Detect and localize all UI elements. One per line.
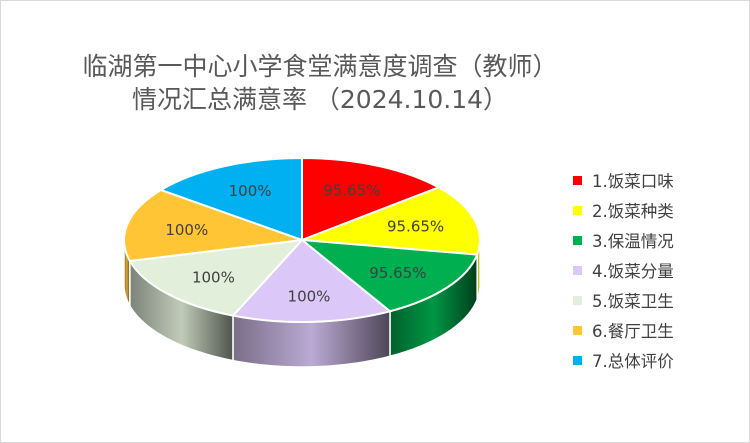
legend-label-2: 2.饭菜种类 (592, 202, 674, 221)
legend-swatch-5 (573, 295, 582, 305)
legend-item-3: 3.保温情况 (573, 225, 674, 255)
legend-item-6: 6.餐厅卫生 (573, 315, 674, 345)
legend-item-4: 4.饭菜分量 (573, 255, 674, 285)
legend-swatch-2 (573, 205, 582, 215)
pie-slice-5 (128, 238, 305, 317)
chart-legend: 1.饭菜口味 2.饭菜种类 3.保温情况 4.饭菜分量 5.饭菜卫生 6.餐厅卫生 7.总体… (573, 165, 674, 375)
legend-label-4: 4.饭菜分量 (592, 262, 674, 281)
data-label-3: 95.65% (369, 264, 426, 282)
pie-slice-4 (231, 238, 393, 323)
data-label-1: 95.65% (323, 182, 380, 200)
legend-swatch-3 (573, 235, 582, 245)
legend-label-6: 6.餐厅卫生 (592, 322, 674, 341)
legend-label-7: 7.总体评价 (592, 352, 674, 371)
chart-title-line1: 临湖第一中心小学食堂满意度调查（教师） (82, 52, 558, 81)
legend-swatch-4 (573, 265, 582, 275)
legend-item-7: 7.总体评价 (573, 345, 674, 375)
pie-slice-7 (158, 156, 303, 242)
data-label-2: 95.65% (387, 218, 444, 236)
legend-item-5: 5.饭菜卫生 (573, 285, 674, 315)
legend-item-2: 2.饭菜种类 (573, 195, 674, 225)
pie-slice-6 (123, 188, 303, 263)
data-label-5: 100% (192, 269, 235, 287)
pie-slice-3 (298, 238, 479, 313)
data-label-7: 100% (229, 182, 272, 200)
legend-item-1: 1.饭菜口味 (573, 165, 674, 195)
legend-label-1: 1.饭菜口味 (592, 172, 674, 191)
chart-title-line2: 情况汇总满意率 （2024.10.14） (131, 85, 509, 114)
pie-slice-2 (301, 186, 481, 256)
legend-swatch-1 (573, 175, 582, 185)
chart-title: 临湖第一中心小学食堂满意度调查（教师） 情况汇总满意率 （2024.10.14） (40, 50, 600, 116)
legend-swatch-7 (573, 355, 582, 365)
legend-label-3: 3.保温情况 (592, 232, 674, 251)
data-label-6: 100% (165, 221, 208, 239)
legend-label-5: 5.饭菜卫生 (592, 292, 674, 311)
legend-swatch-6 (573, 325, 582, 335)
pie-slice-1 (301, 156, 441, 242)
data-label-4: 100% (288, 288, 331, 306)
